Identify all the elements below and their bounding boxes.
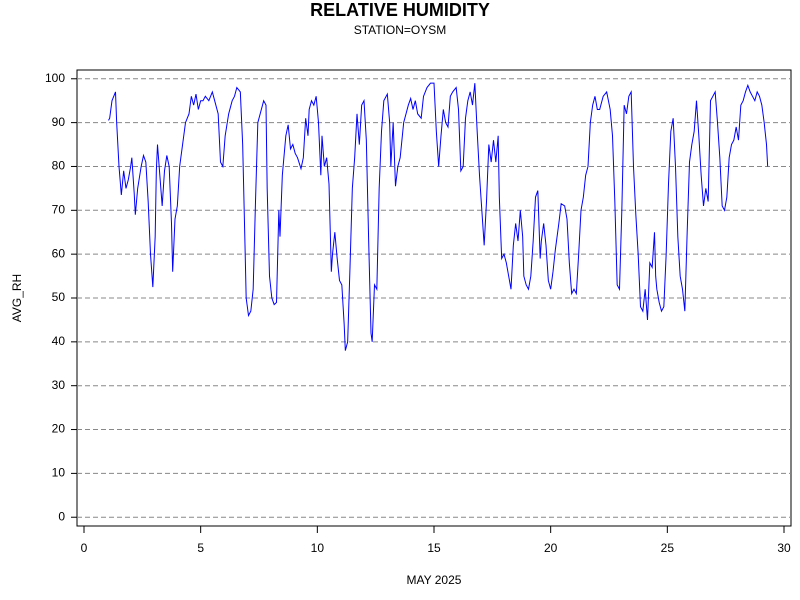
x-tick-label: 5 (197, 541, 204, 555)
x-tick-label: 30 (777, 541, 791, 555)
x-tick-label: 10 (311, 541, 325, 555)
y-tick-label: 20 (52, 422, 66, 436)
y-tick-label: 80 (52, 159, 66, 173)
y-tick-label: 50 (52, 290, 66, 304)
chart-title: RELATIVE HUMIDITY (310, 0, 490, 20)
y-tick-label: 0 (58, 509, 65, 523)
y-tick-label: 90 (52, 115, 66, 129)
y-tick-label: 70 (52, 202, 66, 216)
x-tick-label: 15 (427, 541, 441, 555)
x-tick-label: 25 (661, 541, 675, 555)
y-tick-label: 10 (52, 466, 66, 480)
y-tick-label: 60 (52, 246, 66, 260)
x-tick-label: 0 (81, 541, 88, 555)
x-tick-label: 20 (544, 541, 558, 555)
y-tick-label: 100 (45, 71, 65, 85)
data-line (108, 82, 769, 351)
y-tick-label: 40 (52, 334, 66, 348)
y-axis-label: AVG_RH (10, 274, 24, 322)
chart-subtitle: STATION=OYSM (354, 23, 447, 37)
y-tick-label: 30 (52, 378, 66, 392)
x-axis-label: MAY 2025 (407, 573, 462, 587)
